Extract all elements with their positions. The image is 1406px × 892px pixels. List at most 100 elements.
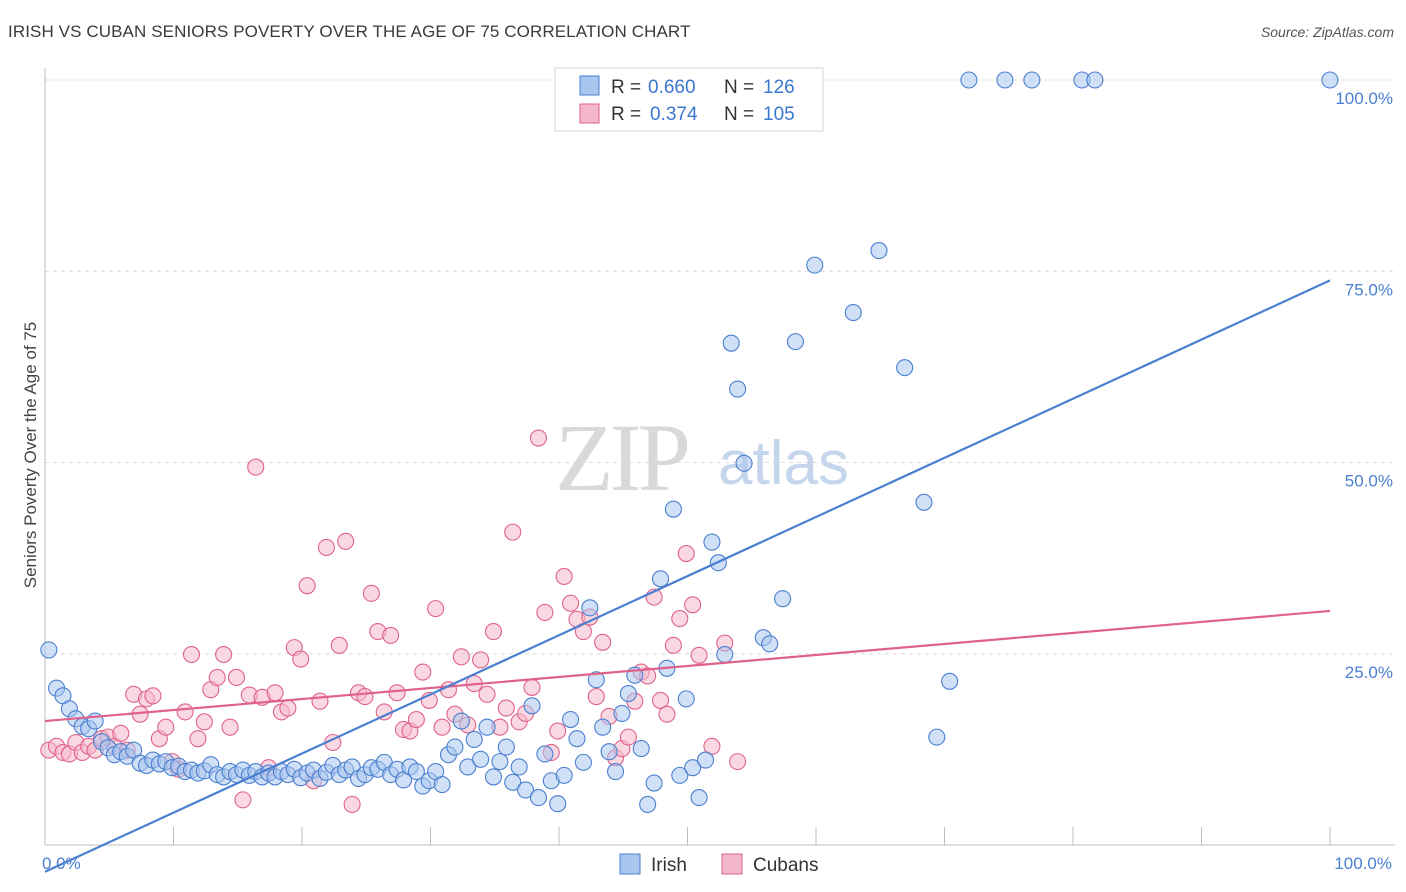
irish-point xyxy=(941,672,959,690)
cubans-point xyxy=(549,722,567,740)
irish-point xyxy=(696,751,715,769)
irish-point xyxy=(844,304,862,322)
cubans-point xyxy=(215,645,233,664)
irish-point xyxy=(497,738,515,756)
irish-point xyxy=(600,743,618,761)
watermark-zip: ZIP xyxy=(555,404,688,511)
bottom-legend-irish: Irish xyxy=(651,855,687,876)
cubans-point xyxy=(433,718,451,736)
cubans-point xyxy=(523,678,541,696)
irish-point xyxy=(786,333,804,351)
watermark: ZIP atlas xyxy=(555,404,849,511)
cubans-point xyxy=(195,713,213,731)
cubans-point xyxy=(144,687,162,705)
cubans-point xyxy=(343,795,361,814)
irish-point xyxy=(594,718,612,736)
irish-point xyxy=(536,745,554,763)
cubans-point xyxy=(176,703,194,721)
cubans-point xyxy=(684,596,702,614)
irish-point xyxy=(806,256,824,274)
bottom-legend-cubans: Cubans xyxy=(753,855,819,876)
cubans-point xyxy=(690,646,708,664)
cubans-point xyxy=(484,623,503,641)
cubans-point xyxy=(298,577,316,595)
irish-point xyxy=(703,533,721,551)
y-tick-label: 50.0% xyxy=(1345,472,1393,491)
irish-point xyxy=(555,766,573,784)
irish-point xyxy=(407,763,425,781)
irish-point xyxy=(632,740,650,758)
y-tick-label: 25.0% xyxy=(1345,663,1393,682)
irish-point xyxy=(504,773,522,791)
irish-point xyxy=(1321,71,1339,89)
cubans-point xyxy=(658,705,676,723)
irish-point xyxy=(478,718,496,736)
cubans-trendline xyxy=(44,609,1331,723)
irish-point xyxy=(619,684,637,703)
irish-point xyxy=(606,763,625,781)
irish-point xyxy=(433,776,451,794)
legend-cubans-r-label: R = xyxy=(611,104,641,125)
y-tick-label: 100.0% xyxy=(1335,89,1393,108)
irish-point xyxy=(562,710,580,729)
irish-point xyxy=(523,697,541,715)
irish-point xyxy=(684,759,702,777)
irish-point xyxy=(761,635,779,653)
cubans-point xyxy=(292,650,310,668)
legend-swatch-cubans xyxy=(579,103,600,124)
cubans-point xyxy=(407,710,425,729)
irish-trendline xyxy=(44,279,1331,873)
cubans-point xyxy=(619,728,637,746)
cubans-point xyxy=(536,603,554,621)
irish-point xyxy=(581,599,599,617)
irish-point xyxy=(549,795,567,813)
y-axis-label: Seniors Poverty Over the Age of 75 xyxy=(21,322,40,588)
irish-point xyxy=(465,730,483,748)
cubans-point xyxy=(221,718,239,736)
irish-point xyxy=(896,359,914,377)
cubans-point xyxy=(414,663,432,681)
irish-point xyxy=(664,500,682,518)
bottom-legend: Irish Cubans xyxy=(619,853,819,876)
legend-cubans-n-label: N = xyxy=(724,104,754,125)
irish-point xyxy=(996,71,1014,89)
cubans-point xyxy=(555,567,573,586)
x-tick-label-max: 100.0% xyxy=(1334,854,1392,873)
irish-point xyxy=(928,728,946,746)
irish-point xyxy=(484,768,503,786)
cubans-point xyxy=(112,724,130,742)
cubans-point xyxy=(504,523,522,541)
irish-point xyxy=(915,493,933,511)
cubans-point xyxy=(337,532,355,550)
cubans-point xyxy=(478,685,496,703)
cubans-point xyxy=(703,737,721,755)
chart-title: IRISH VS CUBAN SENIORS POVERTY OVER THE … xyxy=(8,22,691,41)
cubans-point xyxy=(182,645,201,664)
irish-point xyxy=(587,671,605,689)
irish-point xyxy=(568,730,586,748)
cubans-point xyxy=(651,691,670,709)
legend-irish-n-value: 126 xyxy=(763,77,795,98)
irish-point xyxy=(459,758,477,776)
cubans-point xyxy=(311,692,329,710)
cubans-point xyxy=(227,668,246,687)
cubans-point xyxy=(157,718,175,736)
cubans-point xyxy=(664,636,682,654)
cubans-point xyxy=(594,633,612,651)
bottom-legend-swatch-cubans xyxy=(721,853,743,875)
cubans-point xyxy=(529,429,547,447)
irish-point xyxy=(574,753,592,771)
legend-cubans-r-value: 0.374 xyxy=(650,104,698,125)
irish-point xyxy=(870,242,888,260)
irish-point xyxy=(735,454,753,472)
cubans-point xyxy=(562,594,580,612)
cubans-point xyxy=(671,610,689,628)
irish-point xyxy=(651,570,670,588)
irish-point xyxy=(671,766,689,784)
y-tick-labels: 25.0% 50.0% 75.0% 100.0% xyxy=(1335,89,1393,682)
irish-point xyxy=(690,789,708,807)
legend: R = 0.660 N = 126 R = 0.374 N = 105 xyxy=(554,67,824,132)
cubans-point xyxy=(587,688,605,706)
irish-point xyxy=(510,758,528,776)
